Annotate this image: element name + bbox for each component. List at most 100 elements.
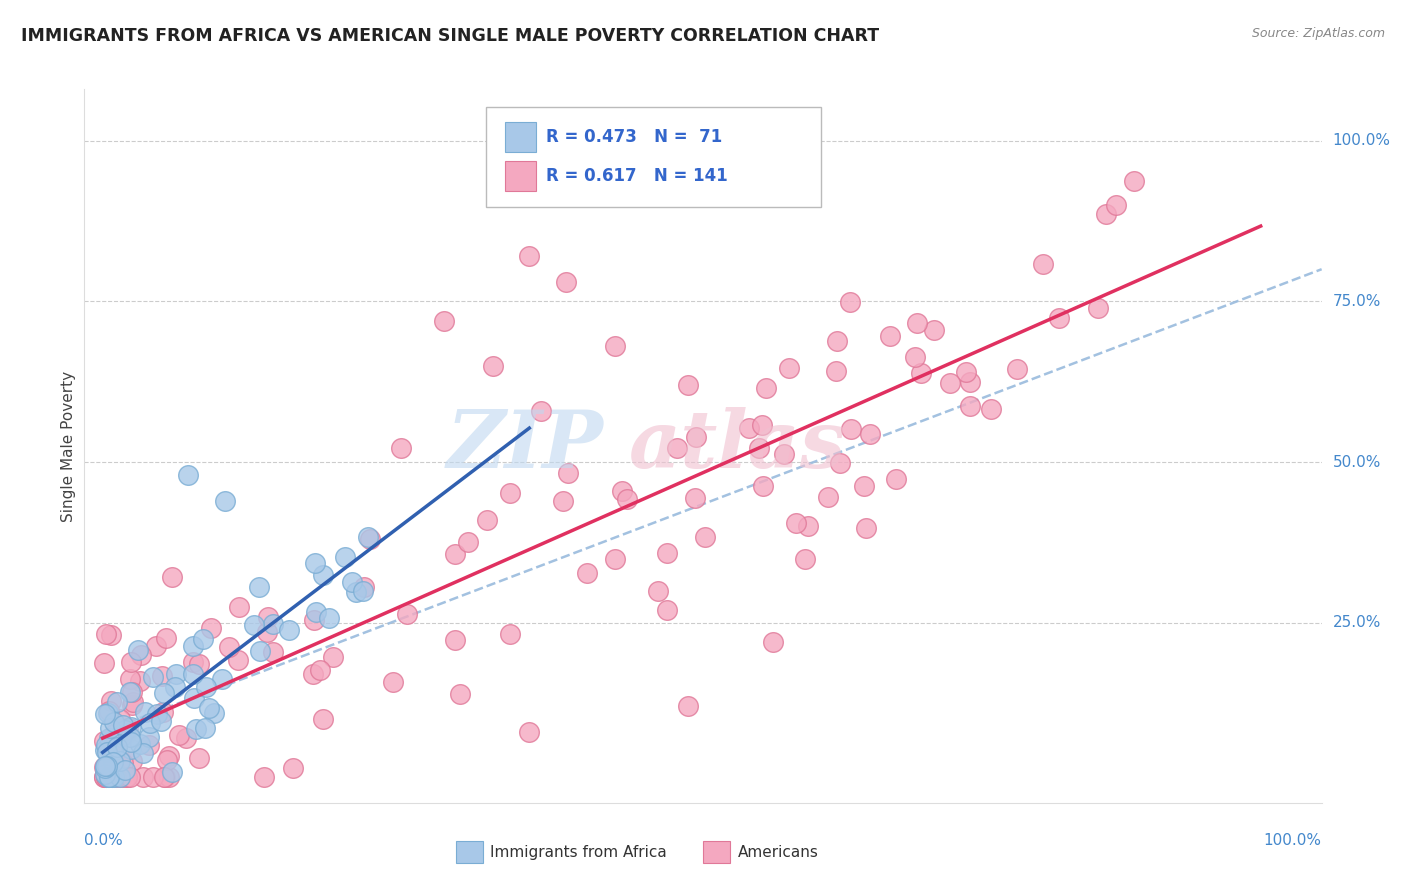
Text: R = 0.617   N = 141: R = 0.617 N = 141 [546, 167, 728, 185]
Point [110, 754, 132, 768]
Point [162, 569, 184, 583]
Point [103, 726, 125, 740]
Point [855, 521, 877, 535]
Point [395, 607, 418, 622]
Point [94, 770, 117, 784]
Point [122, 695, 145, 709]
Bar [505, 122, 536, 152]
Point [302, 666, 325, 681]
Point [188, 751, 211, 765]
Point [924, 323, 946, 337]
Point [96, 759, 118, 773]
Point [1047, 311, 1070, 326]
Point [157, 748, 180, 763]
Point [603, 551, 626, 566]
Point [322, 650, 344, 665]
Point [752, 479, 775, 493]
Point [112, 756, 135, 771]
Point [181, 666, 204, 681]
Point [616, 492, 638, 507]
Point [177, 467, 200, 482]
Text: 75.0%: 75.0% [1333, 293, 1381, 309]
Point [283, 761, 305, 775]
Point [138, 731, 160, 745]
Text: Source: ZipAtlas.com: Source: ZipAtlas.com [1251, 27, 1385, 40]
Text: 0.0%: 0.0% [84, 833, 124, 848]
Point [884, 472, 907, 486]
Point [773, 446, 796, 460]
Point [498, 626, 520, 640]
Point [457, 534, 479, 549]
Text: ZIP: ZIP [447, 408, 605, 484]
Point [121, 742, 143, 756]
Point [575, 566, 598, 581]
Point [127, 643, 149, 657]
Point [554, 275, 576, 289]
Point [132, 746, 155, 760]
Point [785, 516, 807, 530]
Point [120, 685, 142, 699]
Point [98, 721, 121, 735]
Point [108, 712, 131, 726]
Point [142, 669, 165, 683]
Point [817, 490, 839, 504]
Point [335, 550, 357, 565]
Point [110, 730, 132, 744]
Point [253, 770, 276, 784]
Point [344, 585, 367, 599]
Point [108, 770, 131, 784]
Point [910, 366, 932, 380]
Point [647, 584, 669, 599]
Point [308, 664, 330, 678]
Point [129, 737, 152, 751]
Point [340, 575, 363, 590]
Point [165, 667, 187, 681]
Point [1087, 301, 1109, 316]
Point [129, 674, 152, 689]
Bar [703, 840, 730, 863]
Point [853, 478, 876, 492]
Point [218, 640, 240, 655]
Point [748, 441, 770, 455]
Point [97, 770, 120, 784]
Point [449, 687, 471, 701]
Point [304, 556, 326, 570]
Point [517, 725, 540, 739]
Point [959, 399, 981, 413]
Point [114, 763, 136, 777]
Point [262, 644, 284, 658]
Point [110, 762, 132, 776]
Point [145, 639, 167, 653]
Point [198, 701, 221, 715]
Point [184, 722, 207, 736]
Point [666, 441, 689, 455]
Text: 100.0%: 100.0% [1333, 133, 1391, 148]
Point [610, 483, 633, 498]
Point [112, 718, 135, 732]
Point [939, 376, 962, 391]
Point [129, 648, 152, 663]
Point [167, 728, 190, 742]
Point [751, 417, 773, 432]
Point [312, 712, 335, 726]
Point [793, 551, 815, 566]
Point [530, 403, 553, 417]
Point [146, 707, 169, 722]
Point [191, 632, 214, 646]
Point [115, 770, 138, 784]
Point [115, 770, 138, 784]
Point [97, 770, 120, 784]
Point [118, 770, 141, 784]
Point [903, 350, 925, 364]
Point [905, 316, 928, 330]
Point [93, 656, 115, 670]
Point [827, 334, 849, 348]
Point [980, 402, 1002, 417]
Point [157, 770, 180, 784]
Point [194, 721, 217, 735]
Point [134, 705, 156, 719]
Point [1105, 198, 1128, 212]
Point [181, 655, 204, 669]
Point [104, 745, 127, 759]
Point [163, 680, 186, 694]
